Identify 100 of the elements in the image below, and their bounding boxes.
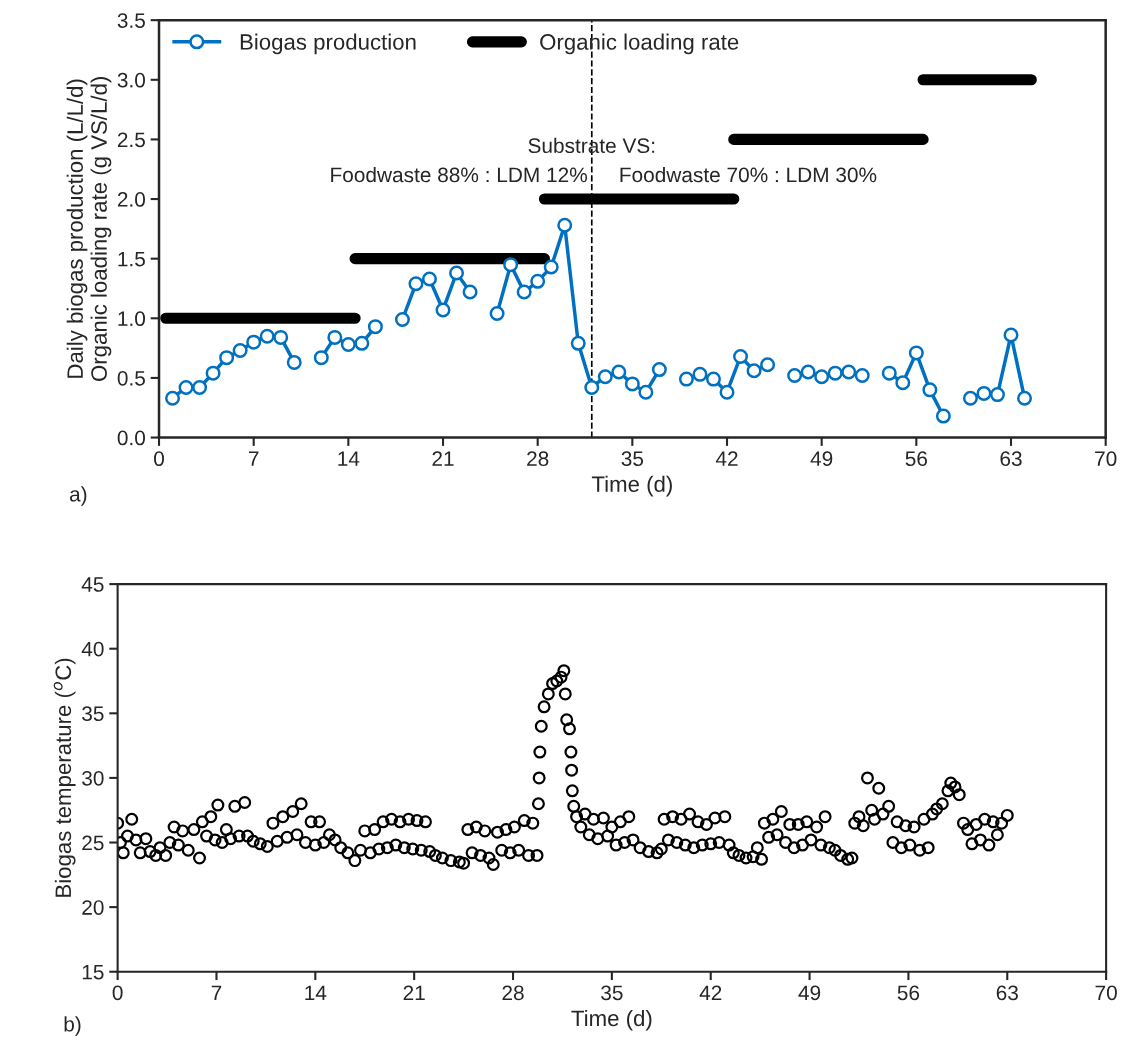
point [841,364,857,380]
y-tick-label: 45 [81,577,104,592]
x-tick-label: 35 [601,985,623,1001]
point [557,217,573,233]
x-tick-label: 49 [798,985,821,1001]
annotation: Foodwaste 70% : LDM 30% [620,166,877,183]
x-tick-label: 70 [1095,451,1117,467]
point [286,354,302,370]
text: b) [64,1016,81,1036]
x-tick-label: 14 [305,985,327,1001]
point [489,306,505,322]
point [543,259,559,275]
x-tick-label: 70 [1095,985,1117,1001]
point [367,319,383,335]
y-axis-title: Biogas temperature ($^{o}$C) [53,658,76,897]
point [895,375,911,391]
legend-label: Biogas production [240,33,416,55]
point [394,311,410,327]
point [733,348,749,364]
point [205,365,221,381]
point [908,345,924,361]
point [705,371,721,387]
annotation: Foodwaste 88% : LDM 12% [331,166,587,183]
y-tick-label: 40 [81,641,104,657]
point [800,364,816,380]
x-tick-label: 63 [1000,451,1022,467]
point [922,382,938,398]
y-tick-label: 0.0 [117,430,146,446]
point [611,364,627,380]
point [746,363,762,379]
point [219,350,235,366]
x-tick-label: 35 [621,451,644,467]
y-tick-label: 0.5 [117,370,145,386]
point [232,342,248,358]
point [1017,390,1033,406]
point [584,379,600,395]
point [935,408,951,424]
point [827,365,843,381]
point [246,334,262,350]
y-tick-label: 3.5 [117,13,145,28]
point [570,335,586,351]
x-tick-label: 14 [338,451,360,466]
x-tick-label: 7 [248,451,259,466]
x-tick-label: 56 [897,985,920,1001]
point [313,350,329,366]
x-tick-label: 0 [112,985,123,1001]
y-tick-label: 3.0 [117,72,146,88]
x-tick-label: 0 [154,451,164,467]
point [787,368,803,384]
point [516,284,532,300]
text: a) [69,486,87,506]
x-tick-label: 49 [810,451,833,467]
y-tick-label: 35 [82,706,104,722]
point [719,384,735,400]
point [165,390,181,406]
point [192,379,208,395]
point [814,369,830,385]
point [597,369,613,385]
x-tick-label: 63 [996,985,1018,1001]
legend-label: Organic loading rate [540,33,739,55]
x-tick-label: 28 [527,451,549,467]
point [503,257,519,273]
point [530,273,546,289]
point [408,276,424,292]
point [678,371,694,387]
point [1003,327,1019,343]
point [435,302,451,318]
y-tick-label: 15 [82,964,104,980]
y-tick-label: 20 [82,900,104,915]
x-tick-label: 7 [211,985,222,1001]
point [638,384,654,400]
y-tick-label: 30 [82,770,104,786]
point [273,329,289,345]
y-tick-label: 2.5 [117,132,145,148]
y-tick-label: 1.5 [118,251,145,267]
point [354,335,370,351]
point [421,271,437,287]
y-tick-label: 1.0 [118,311,146,327]
point [462,284,478,300]
annotation: Substrate VS: [528,137,655,154]
point [340,337,356,353]
x-tick-label: 21 [432,451,454,466]
x-tick-label: 42 [715,451,738,466]
point [976,385,992,401]
point [449,265,465,281]
y-tick-label: 25 [82,835,104,851]
point [259,328,275,344]
point [692,366,708,382]
point [962,390,978,406]
point [881,365,897,381]
point [178,379,194,395]
point [760,357,776,373]
y-tick-label: 2.0 [117,192,146,207]
point [327,329,343,345]
x-tick-label: 21 [403,985,425,1001]
x-axis-title: Time (d) [571,1009,652,1031]
x-tick-label: 42 [699,985,722,1001]
point [624,376,640,392]
x-axis-title: Time (d) [591,475,672,497]
x-tick-label: 28 [502,985,524,1001]
